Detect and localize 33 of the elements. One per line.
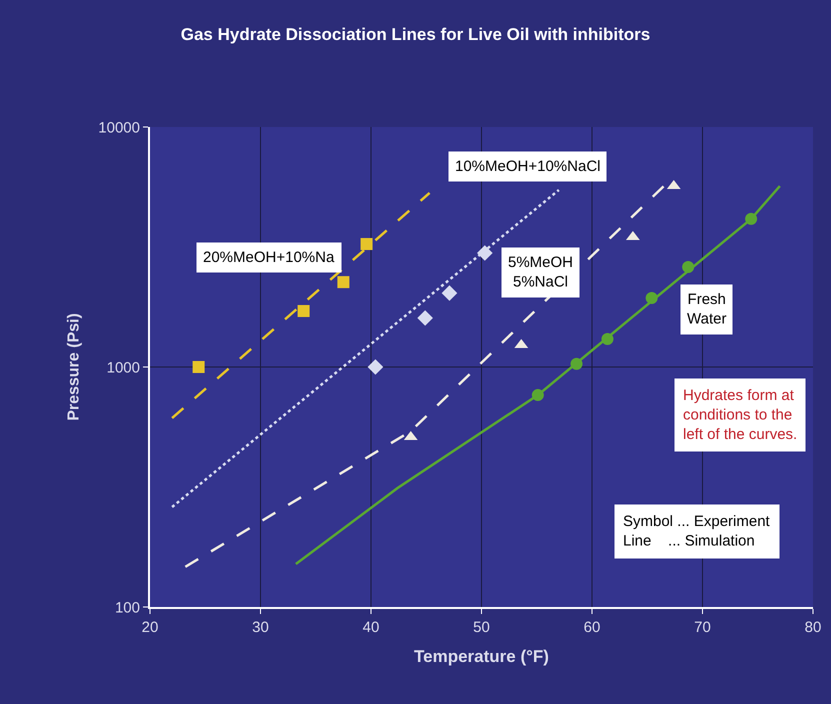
x-tick-label: 50 [473, 619, 490, 636]
x-axis-title: Temperature (°F) [414, 646, 549, 666]
point [298, 305, 310, 318]
x-tick-label: 40 [362, 619, 380, 636]
point [745, 212, 758, 225]
x-tick-label: 20 [142, 619, 158, 636]
y-axis-title: Pressure (Psi) [66, 313, 83, 421]
point [570, 358, 583, 370]
point [646, 292, 658, 304]
point [532, 389, 544, 402]
point [360, 238, 373, 250]
series-label: 5%MeOH 5%NaCl [508, 254, 574, 290]
point [442, 285, 458, 301]
point [368, 359, 384, 375]
annotation: Hydrates form at conditions to the left of the curves. [683, 387, 798, 443]
text: 10%MeOH+10%NaCl [455, 158, 600, 175]
point [337, 276, 350, 288]
x-tick-label: 80 [804, 619, 822, 636]
point [192, 361, 205, 373]
y-tick-label: 100 [114, 599, 140, 616]
x-tick-label: 70 [694, 619, 711, 636]
y-tick-label: 1000 [106, 359, 140, 376]
point [601, 333, 614, 346]
point [477, 245, 493, 261]
point [682, 261, 694, 274]
point [417, 310, 433, 326]
x-tick-label: 30 [252, 619, 269, 636]
series-label: 20%MeOH+10%Na [203, 249, 335, 266]
x-tick-label: 60 [584, 619, 600, 636]
annotation: Symbol ... Experiment Line ... Simulation [623, 513, 771, 550]
series-label: Fresh Water [687, 291, 726, 328]
chart-title: Gas Hydrate Dissociation Lines for Live Oil with inhibitors [180, 25, 650, 44]
y-tick-label: 10000 [98, 119, 140, 136]
